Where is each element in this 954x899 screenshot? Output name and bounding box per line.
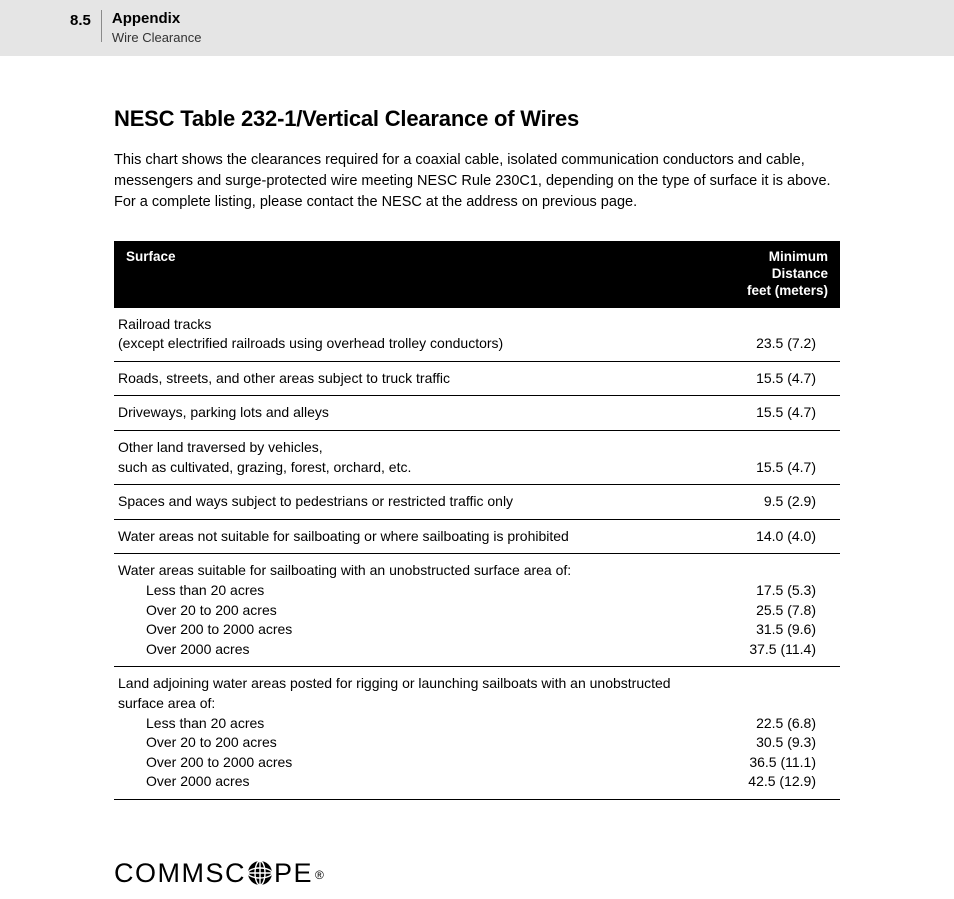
cell-surface: Water areas suitable for sailboating wit… [114,554,703,667]
cell-surface: Driveways, parking lots and alleys [114,396,703,431]
sub-item-value: 25.5 (7.8) [707,601,816,621]
intro-paragraph: This chart shows the clearances required… [114,150,840,213]
table-row: Railroad tracks (except electrified rail… [114,308,840,362]
col-surface: Surface [114,241,703,308]
sub-item-label: Over 200 to 2000 acres [118,753,691,773]
sub-item-value: 17.5 (5.3) [707,581,816,601]
content-area: NESC Table 232-1/Vertical Clearance of W… [0,56,954,800]
sub-item-label: Over 2000 acres [118,772,691,792]
cell-surface: Other land traversed by vehicles, such a… [114,431,703,485]
cell-value: 15.5 (4.7) [703,431,840,485]
appendix-label: Appendix [112,10,202,28]
cell-value: 17.5 (5.3)25.5 (7.8)31.5 (9.6)37.5 (11.4… [703,554,840,667]
sub-item-value: 42.5 (12.9) [707,772,816,792]
commscope-logo: COMMSC PE® [114,858,325,889]
table-row: Spaces and ways subject to pedestrians o… [114,485,840,520]
logo-left: COMMSC [114,858,246,889]
page-header: 8.5 Appendix Wire Clearance [0,0,954,56]
cell-surface: Roads, streets, and other areas subject … [114,361,703,396]
header-sub: Wire Clearance [112,30,202,45]
cell-value: 15.5 (4.7) [703,396,840,431]
section-number: 8.5 [70,10,101,29]
globe-icon [247,860,273,886]
sub-item-value: 22.5 (6.8) [707,714,816,734]
logo-right: PE [274,858,313,889]
cell-surface: Railroad tracks (except electrified rail… [114,308,703,362]
sub-item-value: 31.5 (9.6) [707,620,816,640]
sub-item-label: Over 2000 acres [118,640,691,660]
clearance-table: Surface Minimum Distance feet (meters) R… [114,241,840,800]
logo-area: COMMSC PE® [0,800,954,889]
logo-trademark: ® [315,868,325,882]
header-inner: 8.5 Appendix Wire Clearance [0,10,201,45]
table-row: Water areas suitable for sailboating wit… [114,554,840,667]
sub-item-value: 30.5 (9.3) [707,733,816,753]
page-title: NESC Table 232-1/Vertical Clearance of W… [114,106,840,132]
cell-value: 22.5 (6.8)30.5 (9.3)36.5 (11.1)42.5 (12.… [703,667,840,800]
table-row: Other land traversed by vehicles, such a… [114,431,840,485]
sub-item-label: Less than 20 acres [118,581,691,601]
table-row: Land adjoining water areas posted for ri… [114,667,840,800]
table-row: Driveways, parking lots and alleys15.5 (… [114,396,840,431]
cell-value: 15.5 (4.7) [703,361,840,396]
col-distance-label: Minimum Distance feet (meters) [715,249,828,300]
cell-surface: Spaces and ways subject to pedestrians o… [114,485,703,520]
sub-item-label: Over 20 to 200 acres [118,733,691,753]
cell-surface: Water areas not suitable for sailboating… [114,519,703,554]
table-row: Water areas not suitable for sailboating… [114,519,840,554]
cell-value: 23.5 (7.2) [703,308,840,362]
sub-item-value: 37.5 (11.4) [707,640,816,660]
col-distance: Minimum Distance feet (meters) [703,241,840,308]
sub-item-label: Less than 20 acres [118,714,691,734]
cell-surface: Land adjoining water areas posted for ri… [114,667,703,800]
cell-value: 14.0 (4.0) [703,519,840,554]
sub-item-label: Over 20 to 200 acres [118,601,691,621]
sub-item-value: 36.5 (11.1) [707,753,816,773]
header-text: Appendix Wire Clearance [112,10,202,45]
cell-value: 9.5 (2.9) [703,485,840,520]
header-divider [101,10,102,42]
table-row: Roads, streets, and other areas subject … [114,361,840,396]
sub-item-label: Over 200 to 2000 acres [118,620,691,640]
